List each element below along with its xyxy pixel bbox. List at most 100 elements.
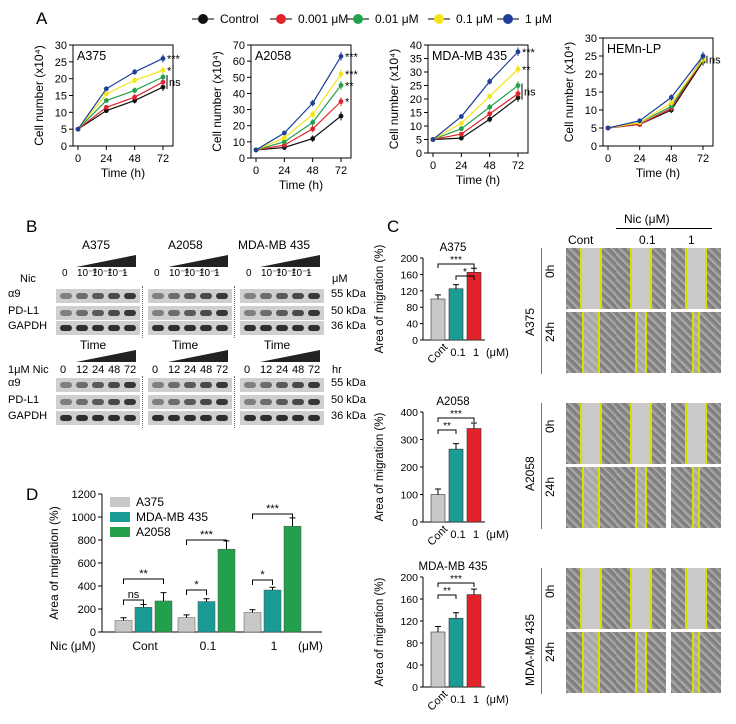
blot-band [108,382,120,388]
blot-band [276,415,288,421]
dose-label: 0 [154,268,160,279]
bar [134,607,153,633]
bracket [437,429,457,434]
dose-unit: μM [332,273,348,285]
protein-label: GAPDH [8,410,48,422]
series-line [432,97,519,141]
y-tick-label: 0 [239,153,245,165]
y-tick-label: 80 [406,638,418,650]
data-point [160,74,166,80]
blot-band [200,325,212,331]
time-unit: hr [332,364,342,376]
x-axis-label: Time (h) [456,173,500,187]
cell-line-label: A375 [523,307,537,336]
x-tick-label: 0.1 [200,639,217,653]
blot-band [292,399,304,405]
blot-band [276,382,288,388]
blot-band [168,415,180,421]
y-tick-label: 160 [400,594,418,606]
migration-image [566,248,616,309]
bracket [437,594,457,599]
data-point [487,104,493,110]
significance-label: *** [167,53,181,65]
bracket [437,417,475,422]
blot-row [148,395,232,409]
blot-band [92,415,104,421]
kda-label: 55 kDa [331,288,366,300]
significance-label: ** [139,568,148,580]
dose-label: 10⁻³ [77,268,97,279]
blot-band [60,325,72,331]
time-wedge [168,350,228,362]
y-tick-label: 70 [233,40,245,52]
chart-title: MDA-MB 435 [418,561,487,573]
x-tick-label: 24 [278,165,290,177]
dose-wedge [168,255,228,267]
time-point-label: 24 [276,364,289,376]
x-tick-label: 48 [665,153,677,165]
y-tick-label: 400 [400,407,418,419]
legend-marker [503,14,513,24]
chart-title: A375 [440,242,467,254]
y-tick-label: 20 [585,69,597,81]
dose-label: 10⁻² [92,268,112,279]
series-line [255,84,342,151]
legend-label: MDA-MB 435 [136,510,208,524]
dose-wedge [260,255,320,267]
blot-band [260,382,272,388]
data-point [515,66,521,72]
x-tick-label: 0 [430,160,436,172]
data-point [310,120,316,125]
legend-item: 0.01 μM [347,12,419,26]
time-point-label: 72 [124,364,137,376]
blot-band [184,415,196,421]
dose-label: 10⁻² [276,268,296,279]
data-point [253,147,259,153]
legend-item: 0.1 μM [428,12,493,26]
bracket [123,578,164,584]
blot-band [168,293,180,299]
blot-band [216,310,228,316]
header-rule [616,228,712,229]
y-tick-label: 20 [233,121,245,133]
legend-swatch [110,512,130,522]
migration-image [566,568,616,629]
significance-label: *** [450,574,462,585]
blot-band [92,382,104,388]
blot-band [124,325,136,331]
dose-label: 10⁻¹ [199,268,219,279]
data-point [132,98,138,103]
plot-frame [250,44,352,159]
blot-band [124,415,136,421]
y-axis-label: Area of migration (%) [374,245,386,354]
blot-band [216,325,228,331]
migration-image [616,467,666,528]
blot-band [200,415,212,421]
blot-band [200,382,212,388]
blot-row [240,321,324,335]
panel-letter-a: A [36,9,48,28]
legend-item: 1 μM [497,12,552,26]
series-line [77,86,164,130]
data-point [338,53,344,59]
dotted-separator [142,376,143,428]
row-label: 24h [543,641,557,662]
bar [448,288,464,341]
data-point [103,98,109,103]
blot-band [92,325,104,331]
y-tick-label: 120 [400,286,418,298]
significance-label: * [194,579,199,591]
dotted-separator [234,376,235,428]
significance-label: *** [450,255,462,266]
y-tick-label: 5 [61,124,67,136]
blot-band [108,293,120,299]
migration-image [671,467,721,528]
chart-title: A2058 [436,396,469,408]
significance-label: *** [266,503,280,515]
data-point [338,113,344,119]
blot-band [184,310,196,316]
dose-label: 0 [62,268,68,279]
legend-label: Control [220,12,259,26]
x-tick-label: 72 [512,160,524,172]
legend-label: A2058 [136,525,171,539]
